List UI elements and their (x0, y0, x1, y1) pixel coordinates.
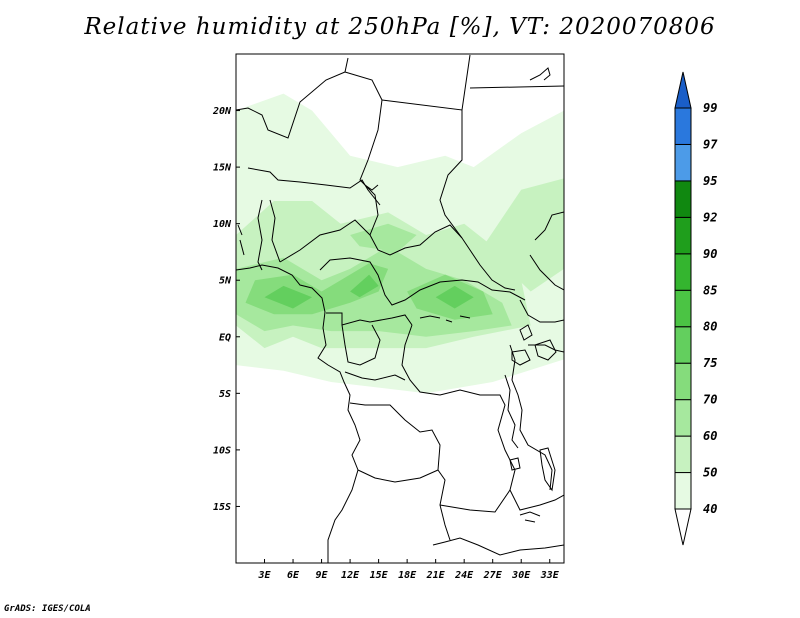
lat-tick-label: 10N (213, 219, 232, 230)
lat-tick-label: 20N (212, 106, 232, 117)
lake-outline (504, 374, 519, 449)
border-line (519, 299, 564, 323)
colorbar-box (674, 143, 692, 182)
coast-detail (419, 315, 471, 323)
colorbar-level-label: 50 (703, 466, 717, 480)
credit-label: GrADS: IGES/COLA (4, 604, 91, 614)
humidity-region (350, 223, 417, 252)
colorbar-level-label: 60 (703, 429, 717, 443)
lake-outline (511, 349, 531, 366)
coast-detail (529, 67, 551, 81)
colorbar-box (674, 362, 692, 401)
colorbar-box (674, 289, 692, 328)
coast-detail (364, 184, 379, 191)
border-line (401, 324, 516, 491)
humidity-region (435, 285, 474, 309)
map-frame (235, 53, 565, 564)
colorbar-box (674, 107, 692, 145)
humidity-region (264, 285, 313, 309)
border-line (319, 257, 526, 306)
humidity-shading (236, 93, 564, 394)
map-panel: 3E 6E 9E 12E 15E 18E 21E 24E 27E 30E 33E 20N 15N 10N 5… (212, 53, 565, 581)
coast-detail (237, 224, 245, 256)
border-line (279, 219, 371, 263)
colorbar-level-label: 99 (703, 101, 717, 115)
lake-outline (534, 339, 557, 361)
colorbar-level-label: 85 (703, 283, 717, 297)
lon-tick-label: 6E (287, 570, 300, 581)
lon-tick-label: 30E (511, 570, 531, 581)
colorbar-box (674, 180, 692, 218)
axis-ticks: 3E 6E 9E 12E 15E 18E 21E 24E 27E 30E 33E 20N 15N 10N 5… (212, 106, 560, 581)
border-line (432, 537, 564, 556)
country-borders (236, 54, 564, 563)
border-line (469, 85, 564, 89)
border-line (326, 312, 413, 326)
border-line (344, 371, 406, 381)
lon-tick-label: 15E (370, 570, 389, 581)
lake-outline (539, 447, 556, 492)
colorbar-level-label: 75 (703, 356, 717, 370)
lake-outline (519, 324, 533, 341)
lon-tick-label: 27E (483, 570, 503, 581)
coast-detail (519, 511, 541, 523)
lat-tick-label: 10S (213, 445, 231, 456)
border-line (357, 469, 439, 483)
lon-tick-label: 21E (426, 570, 446, 581)
border-line (236, 264, 361, 563)
border-line (349, 402, 451, 541)
border-line (236, 57, 349, 139)
lon-tick-label: 9E (316, 570, 329, 581)
border-line (344, 71, 516, 291)
colorbar: 40 50 60 70 75 80 85 90 92 95 97 99 (674, 71, 718, 546)
colorbar-level-label: 97 (703, 137, 718, 151)
lat-tick-label: 5N (219, 276, 232, 287)
colorbar-box (674, 326, 692, 364)
lon-tick-label: 18E (398, 570, 417, 581)
colorbar-level-label: 92 (703, 210, 717, 224)
border-line (439, 489, 564, 513)
colorbar-box (674, 399, 692, 437)
border-line (439, 110, 463, 239)
lat-tick-label: 15N (213, 163, 232, 174)
colorbar-under-arrow (674, 508, 692, 546)
colorbar-level-label: 80 (703, 320, 717, 334)
humidity-region (350, 274, 379, 298)
border-line (257, 199, 263, 271)
lon-tick-label: 3E (257, 570, 271, 581)
border-line (247, 167, 381, 206)
border-line (529, 254, 564, 291)
colorbar-box (674, 253, 692, 291)
colorbar-level-label: 90 (703, 247, 717, 261)
lon-tick-label: 12E (341, 570, 360, 581)
humidity-region (483, 178, 564, 292)
colorbar-box (674, 216, 692, 255)
colorbar-level-label: 70 (703, 393, 717, 407)
map-title: Relative humidity at 250hPa [%], VT: 202… (84, 14, 716, 40)
lat-tick-label: 15S (213, 502, 231, 513)
border-line (509, 344, 553, 491)
colorbar-box (674, 435, 692, 474)
lake-outline (509, 457, 521, 471)
border-line (534, 211, 564, 241)
border-line (341, 324, 381, 366)
colorbar-box (674, 472, 692, 510)
border-line (269, 199, 281, 263)
lat-tick-label: 5S (219, 389, 231, 400)
lon-tick-label: 24E (454, 570, 474, 581)
colorbar-level-label: 95 (703, 174, 717, 188)
lat-tick-label: EQ (219, 332, 231, 343)
colorbar-over-arrow (674, 71, 692, 109)
lon-tick-label: 33E (540, 570, 560, 581)
colorbar-level-label: 40 (703, 502, 717, 516)
